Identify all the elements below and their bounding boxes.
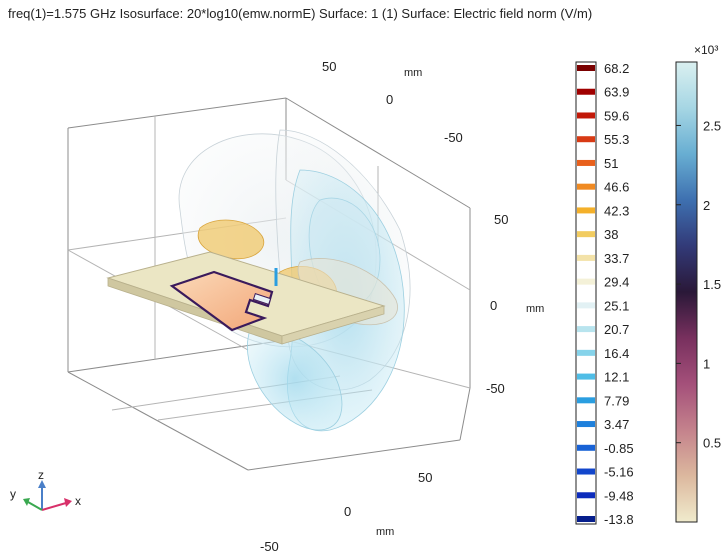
- isosurface-level-swatch: [577, 492, 595, 499]
- isosurface-level-label: 29.4: [604, 275, 629, 290]
- tick-z-0: 0: [490, 298, 497, 313]
- colorbar-tick-label: 0.5: [703, 436, 721, 451]
- isosurface-level-swatch: [577, 231, 595, 238]
- tick-z-neg50: -50: [486, 381, 505, 396]
- isosurface-legend: 68.2 63.9 59.6 55.3 51 46.6 42.3 38 33.7 29.4 25.1…: [575, 61, 634, 527]
- isosurface-level-label: 42.3: [604, 203, 629, 218]
- isosurface-level-label: 59.6: [604, 108, 629, 123]
- isosurface-level-swatch: [577, 183, 595, 190]
- isosurface-level-label: 38: [604, 227, 618, 242]
- tick-y-50: 50: [322, 59, 336, 74]
- isosurface-level-swatch: [577, 373, 595, 380]
- isosurface-level-swatch: [577, 397, 595, 404]
- tick-x-0: 0: [344, 504, 351, 519]
- isosurface-level-label: 51: [604, 156, 618, 171]
- isosurface-legend-frame: [575, 61, 597, 525]
- isosurface-level-swatch: [577, 302, 595, 309]
- isosurface-level-swatch: [577, 349, 595, 356]
- colorbar-tick-label: 2: [703, 198, 710, 213]
- isosurface-level-label: 46.6: [604, 180, 629, 195]
- isosurface-level-label: 12.1: [604, 370, 629, 385]
- isosurface-level-swatch: [577, 159, 595, 166]
- isosurface-level-swatch: [577, 326, 595, 333]
- surface-colorbar: ×10³ 0.5 1 1.5 2 2.5: [675, 43, 721, 523]
- tick-y-neg50: -50: [444, 130, 463, 145]
- tick-z-50: 50: [494, 212, 508, 227]
- isosurface-level-swatch: [577, 444, 595, 451]
- isosurface-level-label: 20.7: [604, 322, 629, 337]
- isosurface-level-label: 33.7: [604, 251, 629, 266]
- colorbar-tick-label: 1: [703, 356, 710, 371]
- triad-y-label: y: [10, 487, 16, 501]
- isosurface-level-swatch: [577, 207, 595, 214]
- isosurface-level-swatch: [577, 421, 595, 428]
- isosurface-level-swatch: [577, 468, 595, 475]
- tick-x-neg50: -50: [260, 539, 279, 554]
- isosurface-level-label: 3.47: [604, 417, 629, 432]
- surface-colorbar-bar: [675, 61, 698, 523]
- triad-x-label: x: [75, 494, 81, 508]
- unit-z: mm: [526, 303, 544, 315]
- isosurface-level-label: -13.8: [604, 512, 634, 527]
- tick-x-50: 50: [418, 470, 432, 485]
- colorbar-tick-label: 1.5: [703, 277, 721, 292]
- isosurface-level-swatch: [577, 112, 595, 119]
- isosurface-level-swatch: [577, 65, 595, 71]
- isosurface-level-label: -5.16: [604, 465, 634, 480]
- antenna-board: [106, 251, 386, 345]
- isosurface-level-label: -9.48: [604, 488, 634, 503]
- plot-title: freq(1)=1.575 GHz Isosurface: 20*log10(e…: [8, 6, 593, 21]
- triad-z-label: z: [38, 468, 44, 482]
- isosurface-level-label: -0.85: [604, 441, 634, 456]
- isosurface-level-swatch: [577, 516, 595, 522]
- tick-y-0: 0: [386, 92, 393, 107]
- unit-x: mm: [376, 526, 394, 538]
- isosurface-level-label: 63.9: [604, 85, 629, 100]
- axis-triad: z x y: [10, 468, 81, 511]
- colorbar-multiplier: ×10³: [694, 43, 718, 57]
- colorbar-tick-label: 2.5: [703, 118, 721, 133]
- unit-y: mm: [404, 67, 422, 79]
- isosurface-level-swatch: [577, 88, 595, 95]
- isosurface-level-swatch: [577, 278, 595, 285]
- isosurface-level-label: 16.4: [604, 346, 629, 361]
- isosurface-level-swatch: [577, 136, 595, 143]
- isosurface-level-label: 7.79: [604, 393, 629, 408]
- isosurface-level-label: 55.3: [604, 132, 629, 147]
- isosurface-level-label: 68.2: [604, 61, 629, 76]
- isosurface-level-label: 25.1: [604, 298, 629, 313]
- isosurface-level-swatch: [577, 254, 595, 261]
